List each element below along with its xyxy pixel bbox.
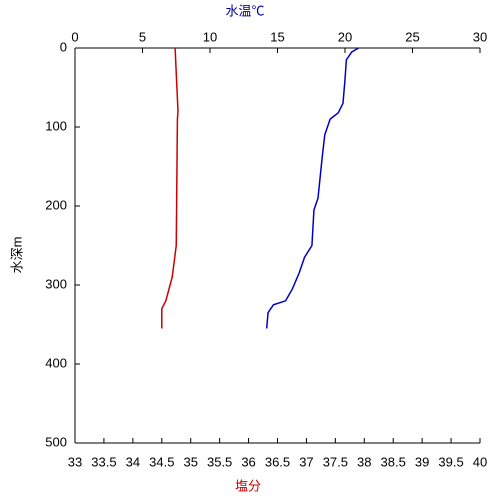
x-tick-label: 40 — [473, 454, 487, 469]
y-tick-label: 0 — [60, 39, 67, 54]
x-tick-label: 39.5 — [438, 454, 463, 469]
y-tick-label: 100 — [45, 118, 67, 133]
x-tick-label: 35.5 — [207, 454, 232, 469]
x-tick-label: 36 — [241, 454, 255, 469]
x-tick-label: 38 — [357, 454, 371, 469]
x-tick-label: 34 — [126, 454, 140, 469]
x2-tick-label: 30 — [473, 29, 487, 44]
profile-line — [161, 47, 179, 329]
x-tick-label: 35 — [183, 454, 197, 469]
x-tick-label: 33 — [68, 454, 82, 469]
y-tick-label: 400 — [45, 355, 67, 370]
x-tick-label: 36.5 — [265, 454, 290, 469]
x-tick-label: 39 — [415, 454, 429, 469]
x-tick-label: 33.5 — [91, 454, 116, 469]
x-tick-label: 37 — [299, 454, 313, 469]
x-axis-label: 塩分 — [235, 478, 261, 493]
x2-tick-label: 15 — [270, 29, 284, 44]
y-axis-label: 水深m — [9, 237, 24, 274]
x-tick-label: 37.5 — [323, 454, 348, 469]
x2-tick-label: 10 — [203, 29, 217, 44]
x2-tick-label: 25 — [405, 29, 419, 44]
x2-tick-label: 0 — [71, 29, 78, 44]
profile-line — [265, 47, 359, 329]
x2-tick-label: 5 — [139, 29, 146, 44]
x2-axis-label: 水温℃ — [225, 3, 264, 18]
x2-tick-label: 20 — [338, 29, 352, 44]
y-tick-label: 200 — [45, 197, 67, 212]
y-tick-label: 500 — [45, 434, 67, 449]
x-tick-label: 34.5 — [149, 454, 174, 469]
y-tick-label: 300 — [45, 276, 67, 291]
x-tick-label: 38.5 — [381, 454, 406, 469]
